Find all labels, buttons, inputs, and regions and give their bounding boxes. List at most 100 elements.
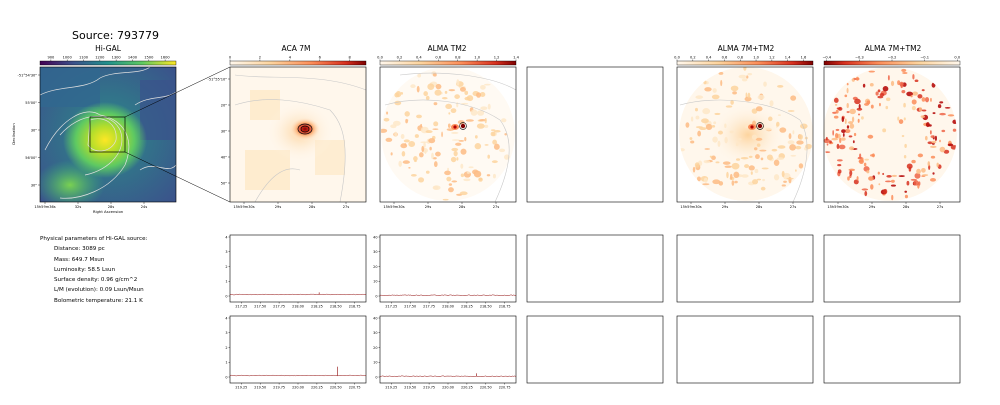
- combo-image: [676, 66, 814, 203]
- speckle: [434, 89, 442, 96]
- speckle: [856, 176, 859, 181]
- speckle: [904, 194, 908, 199]
- source-contour: [459, 122, 467, 130]
- speckle: [836, 143, 840, 150]
- speckle: [474, 143, 482, 150]
- speckle: [886, 174, 892, 178]
- spectrum-xtick-label: 218.50: [480, 305, 492, 309]
- zoom-connector-bottom: [124, 151, 231, 203]
- speckle: [480, 84, 486, 90]
- speckle: [921, 167, 926, 173]
- spectrum-xtick-label: 218.25: [311, 305, 323, 309]
- spectrum-panel-r1c2: [379, 234, 517, 303]
- spectrum-xtick-label: 220.25: [461, 386, 473, 390]
- spectrum-xtick-label: 218.25: [461, 305, 473, 309]
- speckle: [792, 130, 795, 135]
- speckle: [414, 134, 419, 138]
- spectrum-ytick-label: 4: [225, 235, 227, 239]
- speckle: [383, 117, 390, 122]
- speckle: [446, 176, 452, 182]
- tm2-xtick-label: 28s: [459, 205, 466, 209]
- speckle: [679, 148, 685, 152]
- speckle: [491, 160, 498, 164]
- spectrum-ytick-label: 30: [373, 250, 377, 254]
- speckle: [416, 85, 420, 93]
- speckle: [702, 108, 711, 115]
- speckle: [912, 91, 918, 96]
- speckle: [847, 176, 850, 181]
- physical-params: Physical parameters of Hi-GAL source: Di…: [40, 234, 147, 306]
- speckle: [783, 180, 787, 183]
- colorbar-tick-label: 0.0: [674, 56, 680, 60]
- combo-xtick-label: 28s: [756, 205, 763, 209]
- speckle: [413, 156, 418, 162]
- speckle: [726, 171, 729, 179]
- speckle: [930, 135, 935, 138]
- spectrum-panel-r1c1: [229, 234, 367, 303]
- speckle: [715, 161, 720, 164]
- speckle: [918, 107, 923, 112]
- speckle: [939, 101, 944, 104]
- speckle: [846, 110, 850, 114]
- spectrum-xtick-label: 219.50: [404, 386, 416, 390]
- speckle: [694, 107, 698, 112]
- speckle: [738, 74, 747, 79]
- speckle: [711, 94, 720, 100]
- higal-ytick-label: -51°54'30": [18, 73, 38, 77]
- speckle: [478, 177, 483, 182]
- speckle: [877, 89, 881, 93]
- speckle: [897, 80, 901, 86]
- speckle: [777, 145, 786, 149]
- speckle: [468, 166, 474, 169]
- speckle: [503, 154, 510, 160]
- speckle: [432, 73, 437, 77]
- speckle: [730, 85, 739, 92]
- speckle: [858, 104, 861, 109]
- speckle: [704, 148, 710, 150]
- spectrum-panel-r2c5: [823, 315, 961, 384]
- speckle: [848, 121, 854, 124]
- speckle: [947, 143, 954, 147]
- speckle: [754, 168, 759, 174]
- speckle: [743, 67, 747, 71]
- speckle: [420, 141, 428, 144]
- speckle: [947, 114, 955, 117]
- spectrum-xtick-label: 220.00: [442, 386, 454, 390]
- spectrum-xtick-label: 218.50: [330, 305, 342, 309]
- spectrum-trace: [379, 375, 517, 377]
- speckle: [846, 87, 849, 94]
- speckle: [824, 151, 831, 153]
- spectrum-ytick-label: 4: [225, 316, 227, 320]
- speckle: [456, 79, 460, 86]
- speckle: [872, 153, 875, 158]
- colorbar-aca: [229, 60, 367, 66]
- speckle: [448, 187, 454, 193]
- speckle: [798, 163, 804, 169]
- higal-ytick-label: 30": [31, 128, 38, 132]
- spectrum-panel-r2c3: [526, 315, 664, 384]
- spectrum-xtick-label: 218.00: [442, 305, 454, 309]
- tm2-image: [379, 66, 517, 203]
- param-surface-density: Surface density: 0.96 g/cm^2: [54, 277, 138, 284]
- speckle: [431, 152, 434, 160]
- speckle: [805, 143, 813, 150]
- speckle: [712, 136, 718, 143]
- panel-title-combo: ALMA 7M+TM2: [717, 44, 775, 53]
- speckle: [787, 110, 795, 112]
- higal-ytick-label: 30": [31, 183, 38, 187]
- speckle: [484, 144, 489, 146]
- speckle: [867, 134, 874, 139]
- speckle: [458, 139, 465, 142]
- speckle: [844, 118, 847, 125]
- colorbar-tick-label: 1.0: [474, 56, 480, 60]
- speckle: [899, 81, 904, 87]
- speckle: [762, 178, 766, 182]
- speckle: [717, 130, 723, 135]
- colorbar-tick-label: 1.4: [513, 56, 519, 60]
- speckle: [454, 94, 460, 99]
- speckle: [913, 180, 919, 186]
- spectrum-trace: [379, 294, 516, 296]
- speckle: [790, 95, 797, 101]
- speckle: [853, 179, 859, 185]
- speckle: [451, 180, 458, 183]
